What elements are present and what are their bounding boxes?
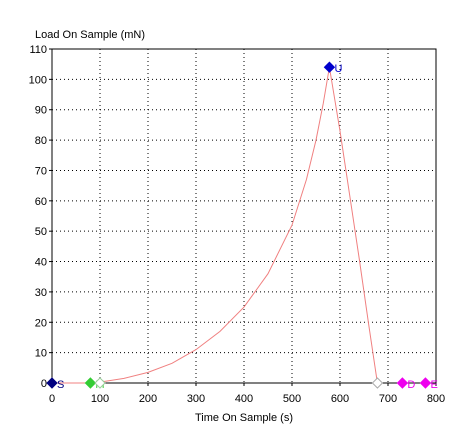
y-tick-label: 80 xyxy=(35,135,47,147)
y-tick-label: 50 xyxy=(35,226,47,238)
x-tick-label: 300 xyxy=(187,393,205,405)
grid xyxy=(52,49,436,383)
marker-diamond xyxy=(371,377,384,389)
y-tick-label: 0 xyxy=(41,378,47,390)
x-axis-title: Time On Sample (s) xyxy=(195,412,293,424)
marker-label: E xyxy=(430,379,437,391)
x-tick-label: 200 xyxy=(139,393,157,405)
x-tick-label: 0 xyxy=(49,393,55,405)
x-tick-label: 100 xyxy=(91,393,109,405)
marker-label: D xyxy=(407,379,415,391)
marker-diamond xyxy=(323,61,336,73)
markers: SMUDE xyxy=(46,61,438,391)
y-tick-label: 10 xyxy=(35,348,47,360)
y-tick-label: 30 xyxy=(35,287,47,299)
marker-label: U xyxy=(334,63,342,75)
y-axis: 0 10 20 30 40 50 60 70 80 90 100 110 xyxy=(29,44,52,390)
marker-diamond xyxy=(84,377,97,389)
load-curve xyxy=(52,67,378,384)
x-axis: 0 100 200 300 400 500 600 700 800 xyxy=(49,383,445,405)
y-tick-label: 20 xyxy=(35,317,47,329)
y-tick-label: 40 xyxy=(35,257,47,269)
marker-label: S xyxy=(57,379,64,391)
marker-diamond xyxy=(419,377,432,389)
marker-diamond xyxy=(46,377,58,389)
y-axis-title: Load On Sample (mN) xyxy=(35,29,145,41)
y-tick-label: 110 xyxy=(29,44,47,56)
marker-diamond xyxy=(396,377,409,389)
x-tick-label: 800 xyxy=(427,393,445,405)
x-tick-label: 500 xyxy=(283,393,301,405)
marker-diamond xyxy=(94,377,106,389)
y-tick-label: 100 xyxy=(29,74,47,86)
x-tick-label: 700 xyxy=(379,393,397,405)
y-tick-label: 60 xyxy=(35,196,47,208)
x-tick-label: 400 xyxy=(235,393,253,405)
y-tick-label: 90 xyxy=(35,105,47,117)
y-tick-label: 70 xyxy=(35,165,47,177)
x-tick-label: 600 xyxy=(331,393,349,405)
